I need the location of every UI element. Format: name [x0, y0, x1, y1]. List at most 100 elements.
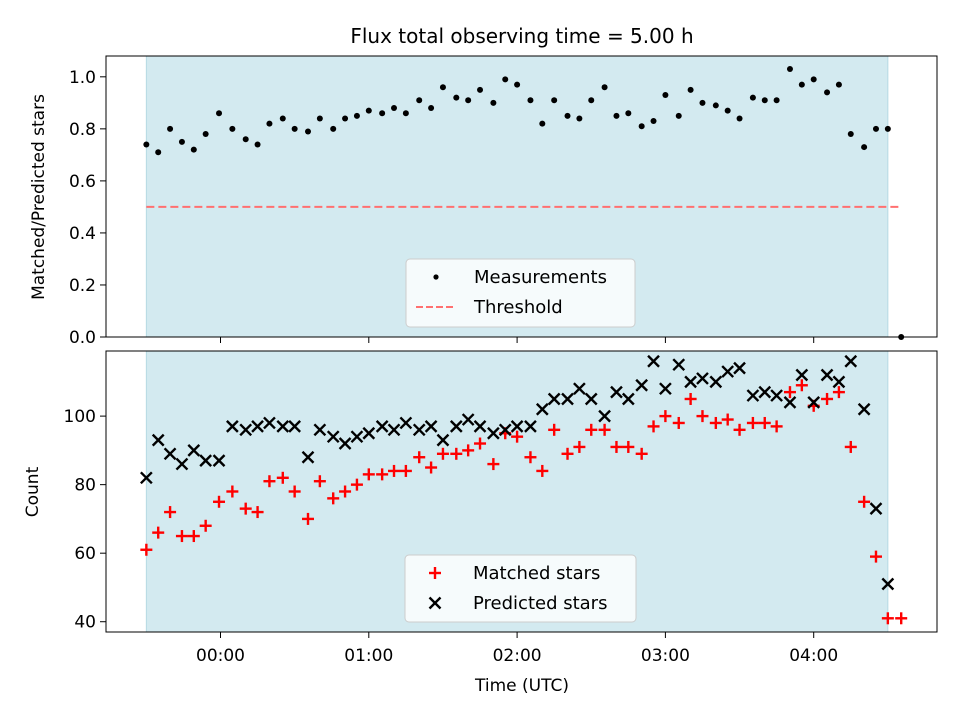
- measurement-point: [330, 125, 337, 132]
- measurement-point: [773, 97, 780, 104]
- matched-star-point: [647, 420, 660, 433]
- measurement-point: [861, 144, 868, 151]
- measurement-point: [365, 107, 372, 114]
- legend-label-predicted: Predicted stars: [473, 593, 607, 614]
- predicted-star-point: [151, 433, 165, 447]
- predicted-star-point: [226, 420, 239, 433]
- predicted-star-point: [807, 396, 821, 409]
- measurement-point: [514, 81, 521, 88]
- predicted-star-point: [573, 382, 586, 396]
- measurement-point: [353, 112, 360, 119]
- measurement-point: [453, 94, 460, 101]
- chart-title: Flux total observing time = 5.00 h: [350, 24, 693, 48]
- matched-star-point: [795, 379, 808, 392]
- predicted-star-point: [684, 375, 697, 389]
- predicted-star-point: [313, 423, 327, 437]
- predicted-star-point: [163, 447, 177, 461]
- predicted-star-point: [869, 502, 883, 515]
- measurement-point: [736, 115, 743, 122]
- matched-star-point: [388, 464, 401, 477]
- predicted-star-point: [251, 420, 264, 433]
- measurement-point: [539, 120, 546, 127]
- predicted-star-point: [783, 396, 797, 409]
- measurement-point: [202, 131, 209, 138]
- measurement-point: [712, 102, 719, 109]
- predicted-star-point: [746, 389, 760, 402]
- matched-star-point: [263, 475, 276, 488]
- matched-star-point: [199, 519, 212, 532]
- predicted-star-point: [175, 457, 189, 471]
- measurement-point: [190, 146, 197, 153]
- measurement-point: [761, 97, 768, 104]
- predicted-star-point: [857, 402, 871, 416]
- predicted-star-point: [276, 420, 290, 433]
- predicted-star-point: [524, 420, 537, 433]
- predicted-star-point: [795, 368, 809, 382]
- measurement-point: [242, 136, 249, 143]
- predicted-star-point: [621, 392, 635, 406]
- matched-star-point: [721, 413, 734, 426]
- matched-star-point: [622, 440, 635, 453]
- axes-frame-top: [105, 55, 938, 338]
- matched-star-point: [770, 420, 783, 433]
- predicted-star-point: [547, 392, 561, 406]
- y-tick-label: 0.4: [69, 224, 96, 244]
- y-tick-label: 1.0: [69, 68, 96, 88]
- measurement-point: [304, 128, 311, 135]
- y-tick-label: 100: [64, 407, 96, 427]
- measurement-point: [391, 105, 398, 112]
- top-panel: Flux total observing time = 5.00 h 0.00.…: [29, 24, 938, 348]
- measurement-point: [724, 107, 731, 114]
- predicted-star-point: [473, 420, 487, 433]
- matched-star-point: [672, 416, 685, 429]
- legend-label-matched: Matched stars: [473, 563, 600, 584]
- matched-star-point: [844, 440, 857, 453]
- matched-star-point: [362, 468, 375, 481]
- matched-star-point: [858, 495, 871, 508]
- predicted-star-point: [598, 409, 611, 423]
- matched-star-point: [709, 416, 722, 429]
- predicted-star-point: [610, 385, 623, 399]
- predicted-star-point: [659, 382, 672, 396]
- x-tick-label: 01:00: [344, 646, 393, 666]
- predicted-star-point: [187, 444, 201, 457]
- measurement-point: [465, 97, 472, 104]
- matched-star-point: [598, 423, 611, 436]
- predicted-star-point: [696, 372, 709, 385]
- measurement-point: [564, 112, 571, 119]
- matched-star-point: [152, 526, 165, 539]
- predicted-star-point: [584, 392, 598, 406]
- matched-star-point: [746, 416, 759, 429]
- matched-star-point: [301, 512, 314, 525]
- legend-marker-matched: [429, 567, 441, 579]
- x-tick-label: 04:00: [789, 646, 838, 666]
- matched-star-point: [175, 530, 188, 543]
- predicted-star-point: [487, 426, 500, 440]
- y-tick-label: 60: [74, 544, 96, 564]
- measurement-point: [155, 149, 162, 156]
- x-tick-label: 00:00: [196, 646, 245, 666]
- matched-star-point: [585, 423, 598, 436]
- matched-star-point: [696, 410, 709, 423]
- x-tick-label: 02:00: [493, 646, 542, 666]
- predicted-star-point: [375, 420, 389, 433]
- legend-bottom: Matched stars Predicted stars: [404, 554, 637, 623]
- legend-marker-measurements: [433, 274, 439, 280]
- predicted-star-point: [672, 358, 686, 372]
- predicted-star-point: [436, 433, 450, 447]
- matched-star-point: [659, 410, 672, 423]
- measurement-point: [884, 125, 891, 132]
- matched-star-point: [213, 495, 226, 508]
- predicted-star-point: [387, 423, 401, 437]
- measurement-point: [835, 81, 842, 88]
- y-tick-label: 0.2: [69, 276, 96, 296]
- measurement-point: [749, 94, 756, 101]
- measurement-point: [872, 125, 879, 132]
- y-tick-label: 40: [74, 613, 96, 633]
- predicted-star-point: [535, 402, 549, 416]
- measurement-point: [266, 120, 273, 127]
- predicted-star-point: [561, 392, 574, 406]
- predicted-star-point: [140, 471, 153, 485]
- legend-label-threshold: Threshold: [473, 297, 563, 318]
